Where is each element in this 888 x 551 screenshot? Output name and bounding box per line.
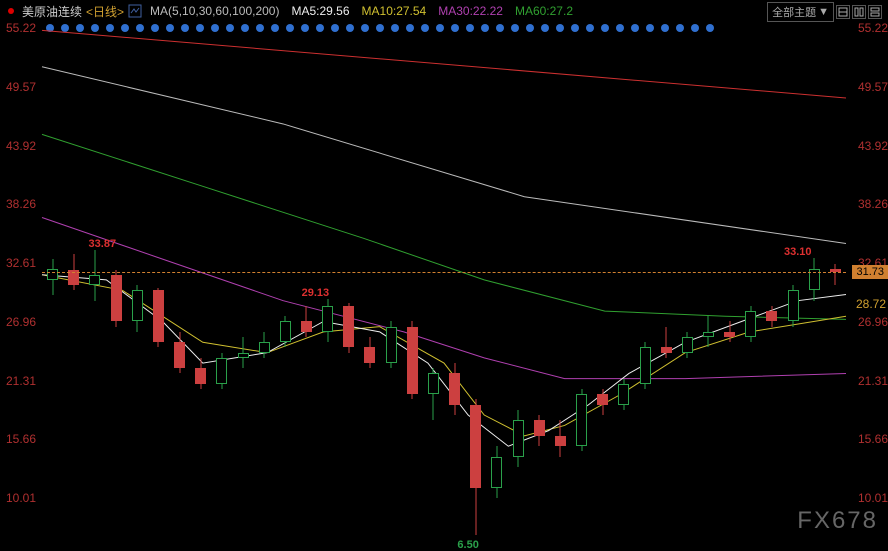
candle [661,327,672,358]
price-ghost: 28.72 [856,297,886,311]
price-label: 29.13 [302,287,330,299]
candle [640,342,651,389]
theme-label: 全部主题 [772,4,816,20]
candle [386,321,397,368]
candle [216,353,227,389]
price-label: 6.50 [457,539,478,551]
y-tick: 21.31 [846,374,888,388]
candle [280,316,291,347]
candle [343,303,354,353]
candle [89,250,100,301]
ma60-label: MA60:27.2 [515,4,573,18]
header-toolbar: 全部主题 ▼ [767,2,882,22]
candle [809,258,820,301]
candle [153,288,164,347]
y-tick: 55.22 [846,21,888,35]
candle [407,321,418,399]
y-tick: 10.01 [846,491,888,505]
candle [259,332,270,358]
indicator-icon [128,4,142,18]
candle [238,337,249,368]
y-tick: 15.66 [846,432,888,446]
chevron-down-icon: ▼ [818,6,829,18]
toolbar-btn-1[interactable] [836,5,850,19]
y-tick: 43.92 [846,139,888,153]
candle [597,389,608,415]
candle [724,321,735,342]
timeframe-label: <日线> [86,3,124,20]
ma-params-label: MA(5,10,30,60,100,200) [150,4,279,18]
price-label: 33.10 [784,246,812,258]
candle [703,316,714,347]
rec-dot-icon [8,8,14,14]
symbol-title: 美原油连续 [22,3,82,20]
current-price-line [42,272,846,273]
y-tick: 49.57 [846,80,888,94]
y-tick: 26.96 [846,315,888,329]
candle [788,285,799,327]
candle [195,358,206,389]
candle [491,446,502,498]
candle [513,410,524,467]
y-tick: 38.26 [846,197,888,211]
ma-line-ma100 [42,67,846,244]
candle [766,306,777,327]
candle [576,389,587,451]
candle [618,379,629,410]
chart-header: 美原油连续 <日线> MA(5,10,30,60,100,200) MA5:29… [8,2,880,20]
ma-line-ma200 [42,30,846,98]
candle [449,363,460,415]
candle [132,285,143,332]
ma10-label: MA10:27.54 [362,4,427,18]
candle [47,259,58,295]
candle [534,415,545,446]
candle [470,399,481,534]
candle [555,420,566,456]
ma-lines-svg [42,20,846,519]
candle [830,264,841,285]
watermark: FX678 [797,507,878,535]
candle [428,368,439,420]
candle [682,332,693,358]
toolbar-btn-3[interactable] [868,5,882,19]
current-price-tag: 31.73 [852,265,888,279]
y-axis-right: 55.2249.5743.9238.2632.6126.9621.3115.66… [846,20,888,519]
price-label: 33.87 [89,238,117,250]
chart-area[interactable]: 33.8729.136.5033.10 [42,20,846,519]
theme-dropdown[interactable]: 全部主题 ▼ [767,2,834,22]
y-axis-left: 55.2249.5743.9238.2632.6126.9621.3115.66… [0,20,42,519]
ma30-label: MA30:22.22 [438,4,503,18]
candle [322,299,333,342]
ma5-label: MA5:29.56 [291,4,349,18]
toolbar-btn-2[interactable] [852,5,866,19]
candle [301,306,312,337]
candle [745,306,756,342]
candle [111,270,122,327]
candle [364,337,375,368]
candle [174,332,185,374]
